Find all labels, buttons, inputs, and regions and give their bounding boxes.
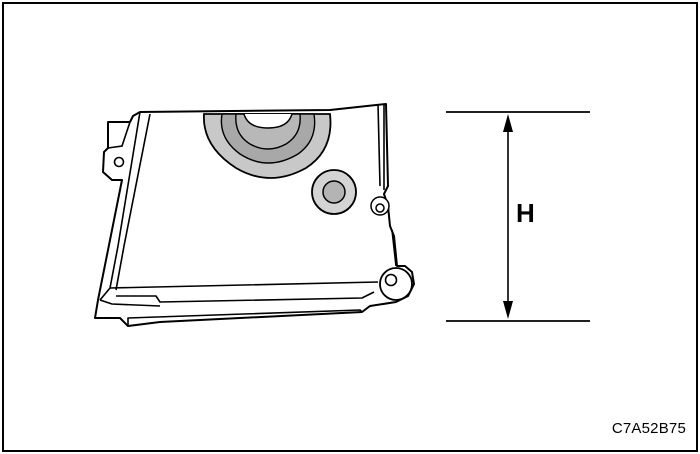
bottom-flange: [99, 281, 379, 326]
dimension-label-h: H: [516, 198, 535, 228]
left-bolt-hole: [113, 156, 125, 168]
dimension-arrowhead-bottom: [503, 301, 513, 319]
left-rib: [99, 111, 151, 301]
dimension-arrowhead-top: [503, 114, 513, 132]
right-rib: [377, 103, 397, 267]
right-bolt-hole: [375, 203, 385, 213]
small-boss-inner: [322, 180, 346, 204]
cover-left-tab: [107, 121, 131, 149]
lower-bolt-boss: [379, 267, 413, 301]
lower-bolt-hole: [384, 273, 398, 287]
figure-code: C7A52B75: [611, 420, 686, 437]
sprocket-center-notch: [243, 113, 293, 129]
